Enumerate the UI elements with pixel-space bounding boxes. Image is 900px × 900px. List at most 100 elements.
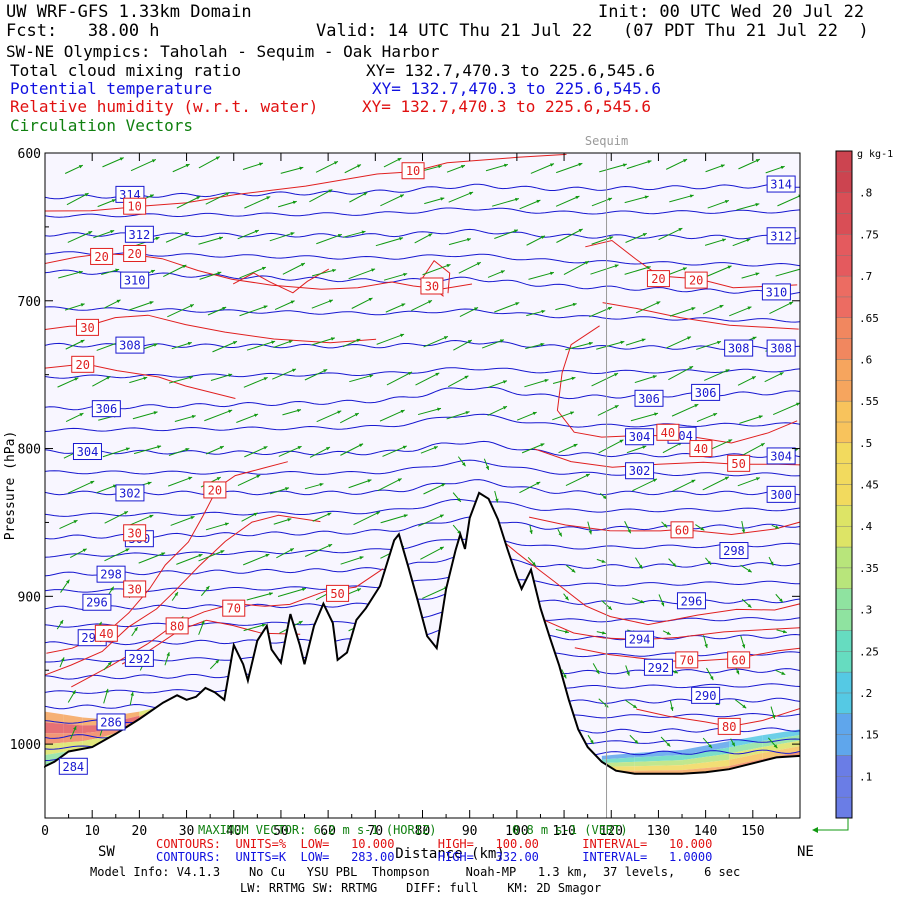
wind-vector-head	[289, 548, 294, 552]
wind-vector-head	[328, 189, 333, 193]
wind-vector-head	[205, 586, 210, 590]
wind-vector	[168, 376, 194, 384]
colorbar-tick-label: .65	[859, 312, 879, 325]
wind-vector-head	[443, 336, 448, 340]
wind-vector-head	[441, 483, 446, 487]
wind-vector-head	[564, 629, 569, 634]
wind-vector-head	[620, 340, 625, 345]
wind-vector-head	[634, 739, 639, 744]
wind-vector-head	[263, 305, 268, 309]
sequim-marker-label: Sequim	[585, 134, 628, 148]
wind-vector-head	[319, 482, 324, 487]
wind-vector-head	[571, 568, 576, 573]
rh-label: 60	[675, 523, 689, 537]
rh-label-box	[401, 162, 425, 180]
x-tick-label: 80	[415, 824, 431, 839]
wind-vector-head	[258, 162, 263, 166]
wind-vector-head	[187, 341, 192, 346]
theta-label: 284	[62, 760, 84, 774]
theta-contour-line	[45, 228, 800, 240]
colorbar-segment	[835, 275, 853, 298]
wind-vector-head	[751, 376, 756, 380]
wind-vector-head	[755, 272, 760, 276]
theta-label-box	[91, 400, 121, 418]
theta-contour-line	[45, 339, 800, 351]
wind-vector	[563, 260, 590, 275]
wind-vector-head	[469, 191, 474, 196]
wind-vector	[380, 514, 408, 524]
wind-vector-head	[644, 195, 649, 199]
wind-vector-head	[80, 339, 85, 344]
wind-vector	[494, 229, 519, 239]
wind-vector	[280, 166, 304, 174]
wind-vector-head	[503, 163, 508, 168]
rh-label-box	[656, 423, 680, 441]
wind-vector-head	[105, 688, 109, 693]
theta-contour-line	[45, 536, 800, 558]
wind-vector	[598, 439, 624, 454]
theta-label-box	[82, 593, 112, 611]
wind-vector-head	[689, 366, 694, 370]
wind-vector-head	[532, 411, 537, 416]
wind-vector-head	[755, 159, 760, 163]
rh-label: 20	[94, 250, 108, 264]
rh-label-box	[203, 481, 227, 499]
wind-vector-head	[747, 306, 752, 310]
wind-vector-head	[184, 232, 189, 236]
wind-vector-head	[290, 232, 295, 236]
colorbar-segment	[835, 630, 853, 652]
wind-vector-head	[642, 445, 647, 449]
wind-vector-head	[79, 413, 84, 417]
theta-label-box	[766, 447, 796, 465]
wind-vector-head	[446, 264, 451, 268]
field-label-rh: Relative humidity (w.r.t. water)	[10, 97, 319, 116]
x-tick-label: 90	[462, 824, 478, 839]
colorbar-segment	[835, 609, 853, 631]
rh-label: 80	[722, 720, 736, 734]
wind-vector	[591, 236, 614, 245]
cloud-cell	[729, 741, 763, 754]
model-info: Model Info: V4.1.3 No Cu YSU PBL Thompso…	[90, 865, 741, 879]
wind-vector	[565, 342, 593, 351]
rh-label: 20	[651, 272, 665, 286]
colorbar-segment	[835, 671, 853, 694]
wind-vector-head	[155, 236, 160, 241]
y-tick-label: 1000	[10, 738, 41, 753]
wind-vector	[375, 237, 404, 247]
field-xy-cloud: XY= 132.7,470.3 to 225.6,545.6	[366, 61, 655, 80]
wind-vector-head	[330, 337, 335, 341]
wind-vector-head	[263, 446, 268, 450]
wind-vector-head	[220, 550, 225, 554]
wind-vector	[309, 446, 331, 458]
field-xy-rh: XY= 132.7,470.3 to 225.6,545.6	[362, 97, 651, 116]
colorbar-segment	[835, 380, 853, 402]
rh-label: 60	[731, 653, 745, 667]
wind-vector-head	[399, 194, 404, 198]
wind-vector-head	[215, 156, 220, 160]
wind-vector-head	[428, 300, 433, 304]
wind-vector-head	[725, 369, 730, 373]
wind-vector-head	[153, 343, 158, 347]
wind-vector-head	[782, 629, 787, 634]
wind-vector-head	[371, 268, 376, 272]
reference-vector	[814, 818, 849, 831]
wind-vector-head	[755, 203, 760, 207]
wind-vector-head	[268, 592, 273, 596]
wind-vector	[67, 480, 95, 494]
wind-vector-head	[332, 268, 337, 273]
wind-vector	[590, 264, 619, 275]
wind-vector	[199, 271, 222, 280]
wind-vector	[66, 192, 89, 206]
wind-vector-head	[558, 532, 562, 537]
colorbar-segment	[835, 171, 853, 193]
wind-vector	[448, 191, 474, 203]
wind-vector-head	[228, 373, 233, 377]
theta-label-box	[643, 658, 673, 676]
wind-vector-head	[323, 369, 328, 373]
cloud-cell	[729, 752, 763, 766]
reference-vector-head	[812, 827, 818, 833]
valid-time: Valid: 14 UTC Thu 21 Jul 22 (07 PDT Thu …	[316, 21, 869, 41]
wind-vector-head	[746, 238, 751, 242]
wind-vector-head	[760, 443, 765, 447]
wind-vector-head	[301, 587, 306, 592]
